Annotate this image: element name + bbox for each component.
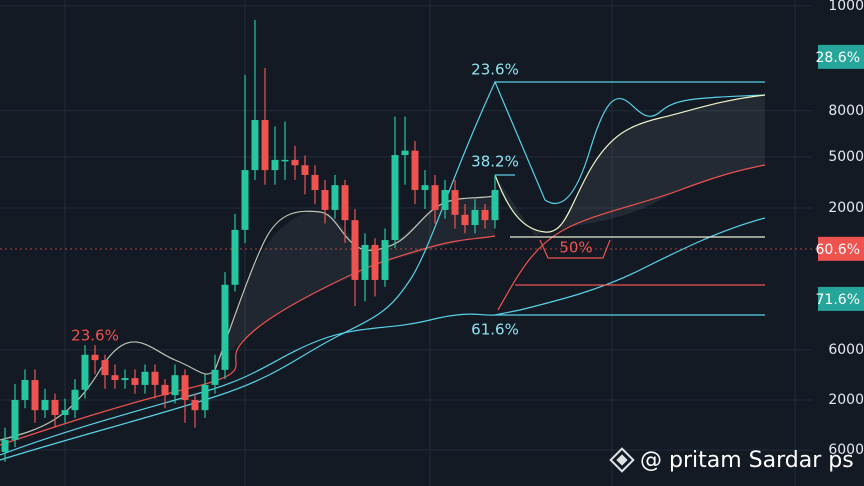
candle-body	[461, 214, 469, 226]
watermark-icon	[609, 447, 635, 473]
fib-label: 23.6%	[471, 61, 519, 79]
candle-body	[331, 185, 339, 210]
candle-body	[471, 209, 479, 226]
candle-body	[21, 380, 29, 400]
y-tick-label: 6000	[828, 342, 864, 358]
price-tag-box	[818, 236, 864, 261]
candle-body	[441, 190, 449, 210]
candle-body	[51, 399, 59, 416]
candle-body	[11, 399, 19, 440]
candle-body	[241, 170, 249, 230]
candle-body	[391, 155, 399, 241]
price-tag-box	[818, 44, 864, 69]
fib-label: 61.6%	[471, 321, 519, 339]
candle-body	[421, 185, 429, 191]
candle-body	[41, 399, 49, 411]
candle-body	[321, 190, 329, 210]
candle-body	[71, 389, 79, 411]
candle-body	[61, 410, 69, 416]
candle-body	[221, 284, 229, 370]
candles	[1, 19, 499, 462]
price-tags: 28.6% 60.6% 71.6%	[816, 44, 864, 311]
y-tick-label: 1000	[828, 0, 864, 14]
candle-body	[401, 150, 409, 156]
y-tick-label: 8000	[828, 103, 864, 119]
candle-body	[451, 190, 459, 215]
candle-body	[341, 185, 349, 221]
y-tick-label: 2000	[828, 200, 864, 216]
candle-body	[181, 375, 189, 400]
candle-body	[261, 120, 269, 171]
watermark: @ pritam Sardar ps	[609, 447, 854, 473]
price-tag-label: 60.6%	[816, 242, 860, 258]
candle-body	[31, 380, 39, 411]
candle-body	[251, 120, 259, 171]
candle-body	[211, 369, 219, 385]
y-tick-label: 2000	[828, 392, 864, 408]
candle-body	[231, 229, 239, 285]
candle-body	[171, 375, 179, 396]
candle-body	[151, 371, 159, 385]
candle-body	[301, 165, 309, 175]
candle-body	[271, 159, 279, 171]
candle-body	[191, 399, 199, 411]
watermark-text: @ pritam Sardar ps	[640, 448, 854, 473]
candle-body	[381, 240, 389, 280]
candle-body	[1, 439, 9, 452]
candle-body	[201, 384, 209, 411]
grid: 1000 8000 5000 2000 6000 2000 6000	[0, 0, 864, 458]
price-tag-label: 71.6%	[816, 292, 860, 308]
candle-body	[141, 371, 149, 385]
candle-body	[411, 150, 419, 191]
candle-body	[431, 185, 439, 210]
fib-label: 50%	[559, 239, 592, 257]
candle-body	[291, 159, 299, 166]
candle-body	[161, 384, 169, 396]
price-tag-label: 28.6%	[816, 50, 860, 66]
candle-body	[111, 375, 119, 381]
candle-body	[351, 220, 359, 280]
candle-body	[481, 209, 489, 221]
candle-body	[311, 174, 319, 191]
candle-body	[101, 360, 109, 376]
fib-label: 38.2%	[471, 153, 519, 171]
candle-body	[281, 159, 289, 162]
candle-body	[91, 354, 99, 361]
candle-body	[131, 378, 139, 385]
candle-body	[81, 354, 89, 390]
candle-body	[121, 378, 129, 381]
y-tick-label: 5000	[828, 149, 864, 165]
candle-body	[361, 244, 369, 280]
annotations: 23.6% 38.2% 50% 61.6% 23.6%	[71, 61, 593, 345]
price-tag-box	[818, 286, 864, 311]
candle-body	[491, 190, 499, 221]
candle-body	[371, 244, 379, 280]
fib-label: 23.6%	[71, 327, 119, 345]
y-tick-label: 6000	[828, 442, 864, 458]
